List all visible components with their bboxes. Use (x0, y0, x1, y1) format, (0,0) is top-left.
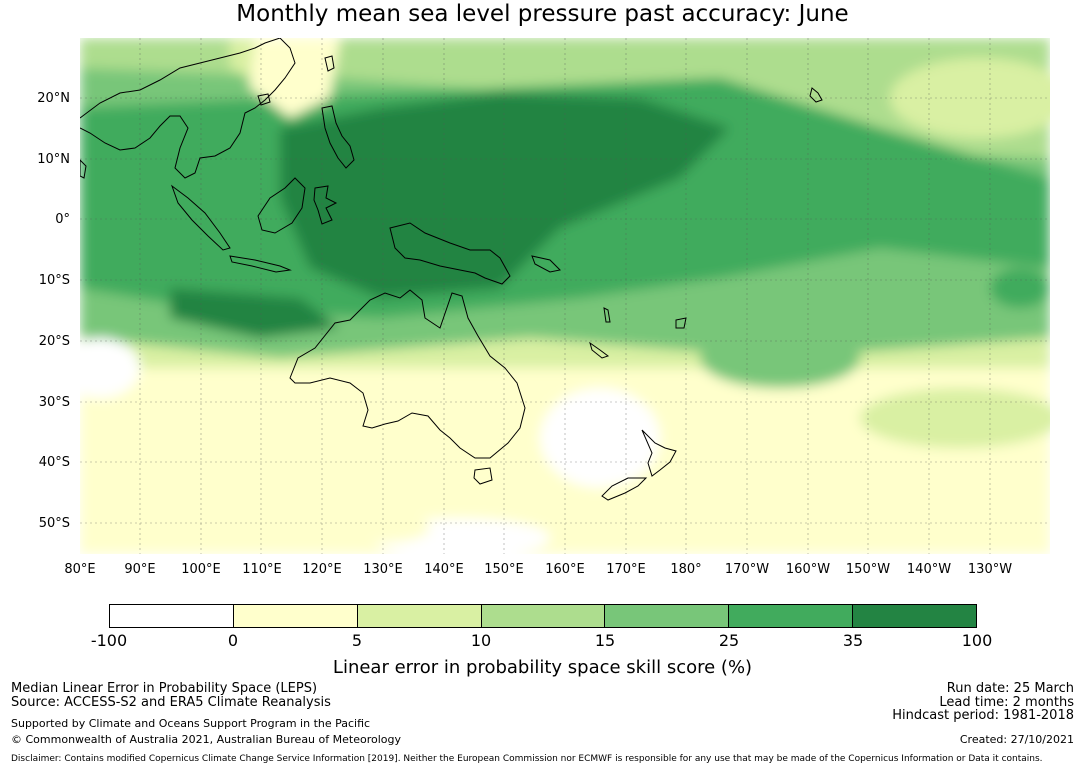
lon-label-160w: 160°W (785, 562, 831, 577)
lon-label-140w: 140°W (906, 562, 952, 577)
sumatra-coast (170, 184, 231, 251)
tasmania-coast (473, 467, 493, 485)
new-zealand-south-coast (601, 477, 648, 501)
borneo-coast (257, 177, 306, 234)
philippines-coast (321, 105, 355, 169)
footer-disclaimer: Disclaimer: Contains modified Copernicus… (11, 754, 1043, 764)
footer-hindcast-period: Hindcast period: 1981-2018 (892, 708, 1074, 723)
lon-label-150e: 150°E (484, 562, 524, 577)
colorbar-segment-1 (110, 605, 234, 627)
lat-label-0: 0° (55, 212, 70, 227)
lat-label-40s: 40°S (38, 455, 70, 470)
lat-label-30s: 30°S (38, 395, 70, 410)
lon-label-170e: 170°E (606, 562, 646, 577)
colorbar-tick-100: 100 (961, 631, 993, 650)
colorbar-label: Linear error in probability space skill … (332, 657, 753, 678)
graticule (80, 38, 1050, 554)
taiwan-coast (324, 55, 335, 72)
lon-label-180: 180° (670, 562, 702, 577)
sri-lanka-coast (80, 159, 87, 179)
lat-label-10s: 10°S (38, 273, 70, 288)
mainland-asia-coast (80, 38, 296, 179)
footer-support: Supported by Climate and Oceans Support … (11, 717, 371, 730)
lon-label-140e: 140°E (424, 562, 464, 577)
lat-label-20n: 20°N (37, 91, 70, 106)
colorbar-tick-neg100: -100 (90, 631, 128, 650)
colorbar-segment-6 (729, 605, 854, 627)
java-coast (229, 255, 292, 273)
lon-label-90e: 90°E (124, 562, 156, 577)
footer-lead-time: Lead time: 2 months (939, 695, 1074, 710)
new-caledonia-coast (589, 341, 610, 359)
colorbar-tick-15: 15 (594, 631, 616, 650)
colorbar (109, 604, 977, 628)
lon-label-160e: 160°E (545, 562, 585, 577)
lon-label-130e: 130°E (363, 562, 403, 577)
footer-leps-note: Median Linear Error in Probability Space… (11, 681, 318, 696)
lon-label-170w: 170°W (724, 562, 770, 577)
lon-label-100e: 100°E (181, 562, 221, 577)
hawaii-coast (809, 87, 823, 103)
skill-score-map (80, 38, 1050, 554)
lon-label-110e: 110°E (242, 562, 282, 577)
map-title: Monthly mean sea level pressure past acc… (236, 1, 849, 27)
lon-label-80e: 80°E (64, 562, 96, 577)
lon-label-150w: 150°W (845, 562, 891, 577)
australia-coast (289, 289, 526, 459)
colorbar-segment-5 (605, 605, 730, 627)
new-zealand-north-coast (641, 429, 677, 477)
colorbar-tick-35: 35 (842, 631, 864, 650)
footer-created-date: Created: 27/10/2021 (959, 733, 1074, 746)
coastlines (80, 38, 823, 501)
lat-label-10n: 10°N (37, 152, 70, 167)
colorbar-segment-3 (357, 605, 482, 627)
skill-fill-layer (80, 38, 1050, 554)
colorbar-segment-4 (481, 605, 606, 627)
colorbar-tick-5: 5 (351, 631, 363, 650)
colorbar-tick-10: 10 (470, 631, 492, 650)
fiji-coast (675, 317, 687, 329)
lon-label-120e: 120°E (302, 562, 342, 577)
footer-source: Source: ACCESS-S2 and ERA5 Climate Reana… (11, 695, 331, 710)
colorbar-tick-25: 25 (718, 631, 740, 650)
sulawesi-coast (313, 185, 338, 225)
hainan-coast (257, 93, 271, 106)
footer-copyright: © Commonwealth of Australia 2021, Austra… (11, 733, 401, 746)
colorbar-tick-0: 0 (227, 631, 239, 650)
lon-label-130w: 130°W (967, 562, 1013, 577)
colorbar-segment-7 (853, 605, 977, 627)
footer-run-date: Run date: 25 March (946, 681, 1074, 696)
solomon-islands-coast (531, 255, 562, 273)
new-guinea-coast (389, 222, 511, 285)
vanuatu-coast (603, 307, 611, 323)
colorbar-segment-2 (233, 605, 358, 627)
lat-label-20s: 20°S (38, 334, 70, 349)
lat-label-50s: 50°S (38, 516, 70, 531)
